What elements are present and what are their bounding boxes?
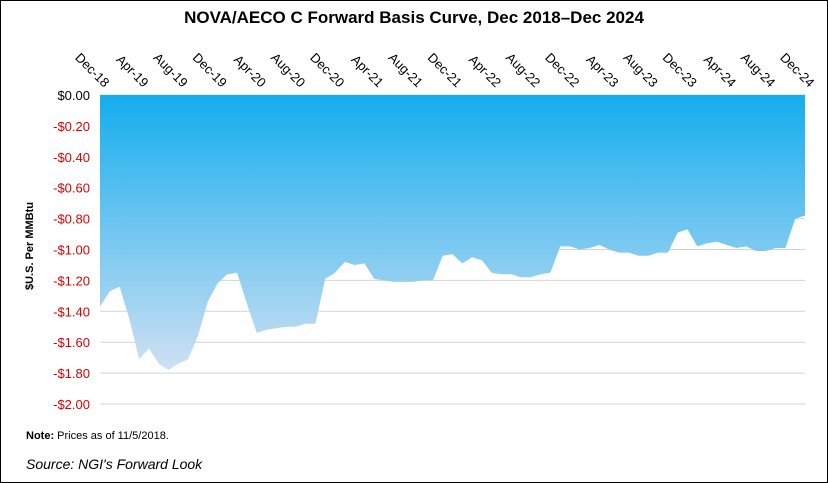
x-tick-label: Dec-21 xyxy=(425,50,465,90)
x-tick-label: Apr-20 xyxy=(231,52,269,90)
x-tick-label: Dec-22 xyxy=(542,50,582,90)
x-tick-label: Dec-20 xyxy=(307,50,347,90)
x-tick-label: Aug-20 xyxy=(268,50,308,90)
note: Note: Prices as of 11/5/2018. xyxy=(26,430,169,442)
x-tick-label: Dec-19 xyxy=(190,50,230,90)
x-tick-label: Apr-21 xyxy=(348,52,386,90)
x-tick-label: Dec-23 xyxy=(660,50,700,90)
note-text: Prices as of 11/5/2018. xyxy=(54,430,169,442)
y-tick-label: -$1.00 xyxy=(53,243,90,258)
y-tick-label: -$0.80 xyxy=(53,212,90,227)
y-axis-label: $U.S. Per MMBtu xyxy=(24,202,36,291)
x-tick-label: Apr-23 xyxy=(583,52,621,90)
x-tick-label: Aug-19 xyxy=(151,50,191,90)
y-tick-label: -$2.00 xyxy=(53,397,90,412)
x-tick-label: Aug-23 xyxy=(621,50,661,90)
basis-area xyxy=(100,95,805,370)
y-tick-label: -$1.40 xyxy=(53,304,90,319)
y-tick-label: -$1.20 xyxy=(53,273,90,288)
y-tick-label: -$1.80 xyxy=(53,366,90,381)
x-tick-label: Aug-24 xyxy=(738,50,778,90)
y-tick-label: -$0.20 xyxy=(53,119,90,134)
x-tick-label: Apr-24 xyxy=(701,52,739,90)
x-tick-label: Aug-21 xyxy=(386,50,426,90)
chart-title: NOVA/AECO C Forward Basis Curve, Dec 201… xyxy=(184,8,644,27)
y-tick-label: -$0.40 xyxy=(53,150,90,165)
x-tick-label: Apr-22 xyxy=(466,52,504,90)
x-tick-label: Aug-22 xyxy=(503,50,543,90)
source-credit: Source: NGI's Forward Look xyxy=(26,456,203,472)
y-tick-label: $0.00 xyxy=(57,88,90,103)
y-tick-label: -$1.60 xyxy=(53,335,90,350)
x-tick-label: Dec-18 xyxy=(72,50,112,90)
x-tick-label: Dec-24 xyxy=(777,50,817,90)
y-tick-label: -$0.60 xyxy=(53,181,90,196)
x-tick-label: Apr-19 xyxy=(113,52,151,90)
note-label: Note: xyxy=(26,430,55,442)
